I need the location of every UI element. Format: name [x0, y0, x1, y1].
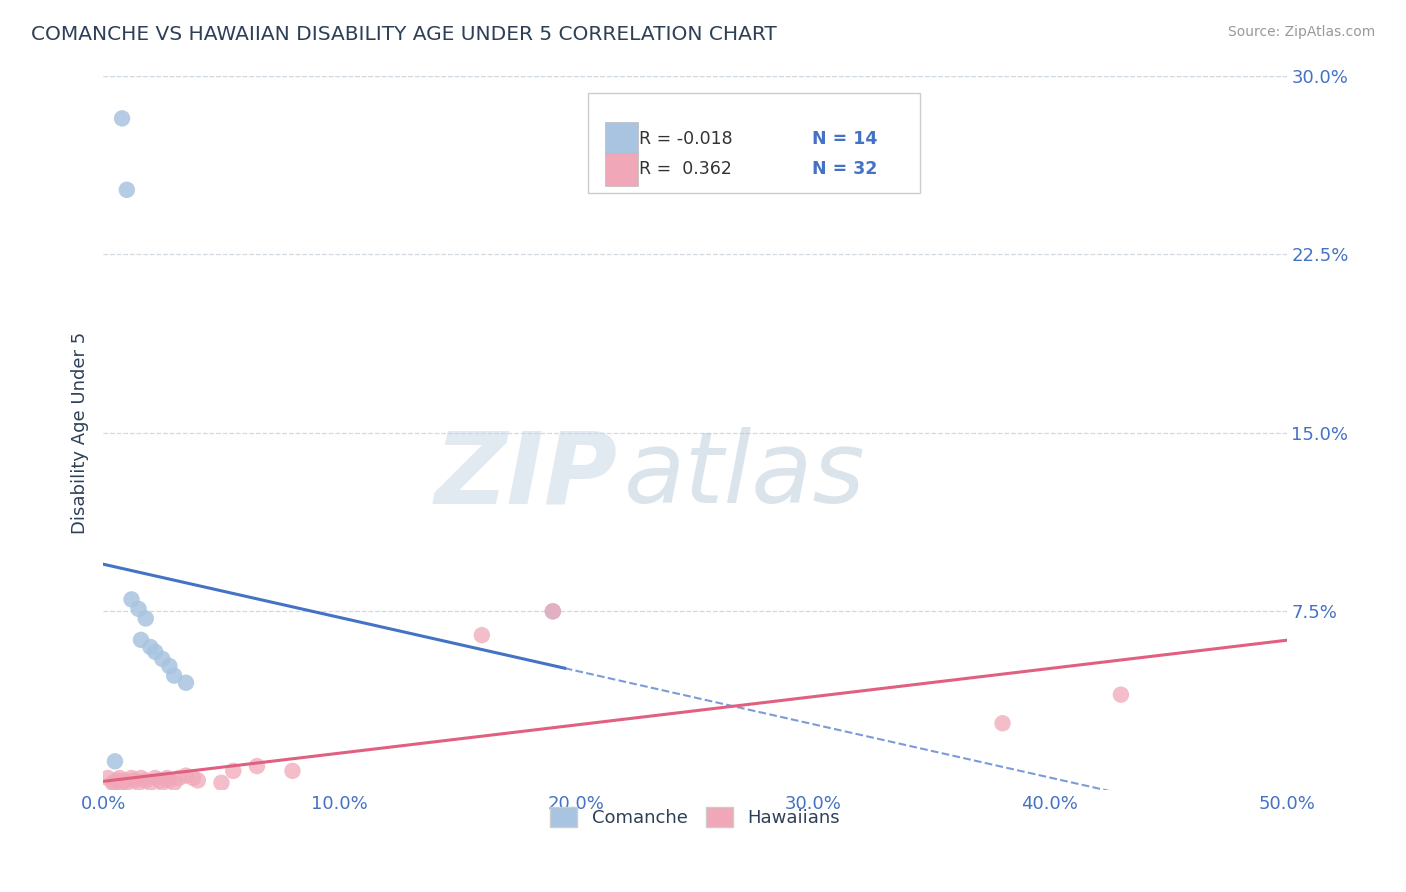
- Point: [1109, 688, 1132, 702]
- Point: [157, 773, 180, 788]
- Point: [181, 771, 204, 785]
- Point: [222, 764, 245, 778]
- Point: [104, 776, 127, 790]
- Point: [121, 771, 143, 785]
- Text: R = -0.018: R = -0.018: [640, 129, 733, 148]
- Point: [163, 776, 186, 790]
- Point: [163, 668, 186, 682]
- Point: [129, 632, 152, 647]
- Point: [111, 112, 134, 126]
- Point: [108, 771, 131, 785]
- Text: N = 32: N = 32: [811, 161, 877, 178]
- Point: [167, 771, 190, 785]
- Point: [143, 771, 166, 785]
- Point: [150, 652, 173, 666]
- Point: [150, 776, 173, 790]
- Point: [111, 776, 134, 790]
- Point: [122, 773, 145, 788]
- Text: COMANCHE VS HAWAIIAN DISABILITY AGE UNDER 5 CORRELATION CHART: COMANCHE VS HAWAIIAN DISABILITY AGE UNDE…: [31, 25, 776, 44]
- Point: [157, 659, 180, 673]
- Point: [541, 604, 564, 618]
- Point: [471, 628, 494, 642]
- Point: [139, 776, 162, 790]
- Point: [174, 675, 197, 690]
- Point: [121, 592, 143, 607]
- Point: [128, 602, 150, 616]
- Point: [246, 759, 269, 773]
- Point: [115, 183, 138, 197]
- Point: [104, 755, 127, 769]
- Text: N = 14: N = 14: [811, 129, 877, 148]
- Point: [139, 640, 162, 654]
- Point: [114, 773, 136, 788]
- Legend: Comanche, Hawaiians: Comanche, Hawaiians: [543, 800, 846, 835]
- Point: [281, 764, 304, 778]
- Point: [101, 776, 124, 790]
- Text: R =  0.362: R = 0.362: [640, 161, 733, 178]
- Point: [991, 716, 1014, 731]
- Point: [105, 773, 128, 788]
- Text: ZIP: ZIP: [434, 427, 617, 524]
- Point: [541, 604, 564, 618]
- Point: [149, 773, 172, 788]
- Point: [129, 771, 152, 785]
- Y-axis label: Disability Age Under 5: Disability Age Under 5: [72, 332, 89, 533]
- Point: [187, 773, 209, 788]
- Text: atlas: atlas: [624, 427, 866, 524]
- Point: [97, 771, 120, 785]
- Text: Source: ZipAtlas.com: Source: ZipAtlas.com: [1227, 25, 1375, 39]
- Point: [143, 645, 166, 659]
- Point: [135, 773, 157, 788]
- Point: [156, 771, 179, 785]
- FancyBboxPatch shape: [588, 94, 920, 194]
- Point: [174, 769, 197, 783]
- Point: [135, 611, 157, 625]
- Point: [211, 776, 233, 790]
- Point: [115, 776, 138, 790]
- FancyBboxPatch shape: [605, 153, 638, 186]
- Point: [128, 776, 150, 790]
- FancyBboxPatch shape: [605, 122, 638, 155]
